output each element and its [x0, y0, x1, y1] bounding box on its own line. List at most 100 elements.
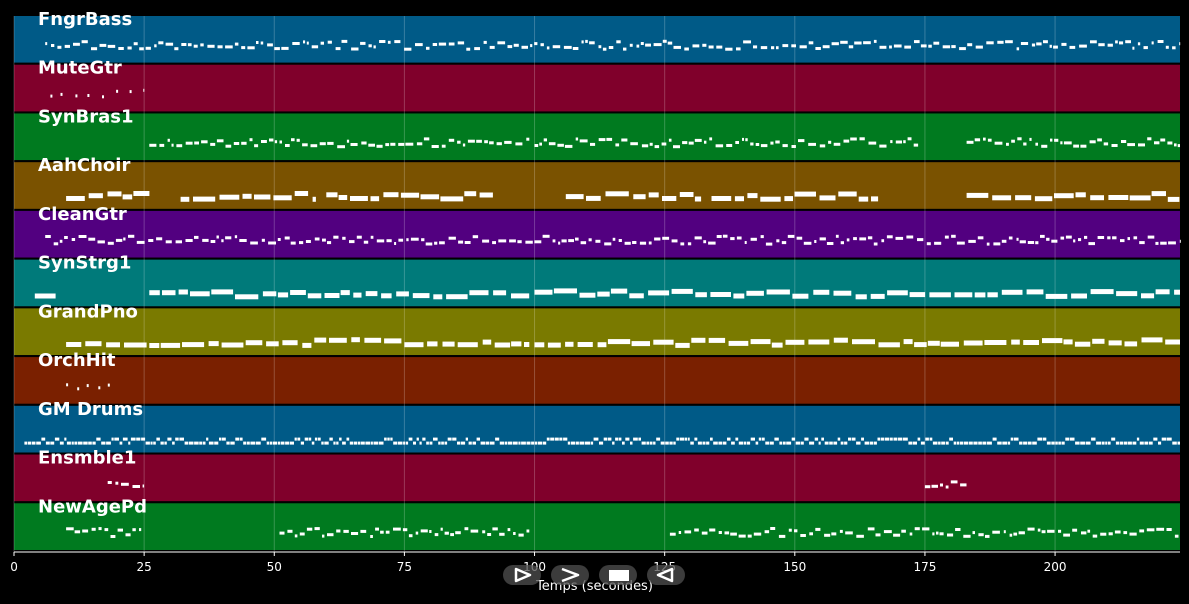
note [782, 441, 786, 445]
note [1069, 437, 1075, 441]
note [118, 47, 124, 50]
note [824, 533, 831, 537]
note [50, 441, 55, 445]
note [585, 39, 588, 43]
note [132, 485, 140, 488]
note [447, 437, 452, 441]
note [636, 44, 640, 48]
playback-controls [503, 565, 693, 585]
rewind-button[interactable] [647, 565, 685, 585]
note [1001, 289, 1023, 295]
note [1108, 441, 1111, 445]
note [1137, 42, 1141, 46]
note [370, 441, 373, 445]
note [494, 342, 511, 348]
note [791, 145, 796, 148]
note [45, 42, 48, 46]
note [819, 195, 836, 201]
note [615, 437, 619, 441]
note [992, 437, 997, 441]
note [1105, 441, 1108, 445]
note [484, 140, 488, 144]
note [850, 137, 857, 141]
note [1054, 138, 1059, 142]
note [106, 441, 111, 445]
forward-button[interactable] [551, 565, 589, 585]
note [630, 441, 633, 445]
note [552, 239, 556, 243]
note [442, 341, 455, 347]
note [225, 236, 232, 240]
note [194, 141, 199, 145]
note [724, 531, 730, 535]
note [51, 44, 55, 47]
note [346, 139, 350, 143]
note [250, 441, 256, 445]
note [474, 47, 480, 51]
note [387, 40, 391, 44]
note [940, 341, 959, 347]
note [124, 342, 147, 348]
note [856, 441, 861, 445]
note [296, 138, 300, 142]
note [907, 137, 912, 141]
note [361, 141, 367, 145]
note [680, 242, 685, 246]
note [149, 343, 160, 348]
note [946, 441, 949, 445]
note [1127, 441, 1132, 445]
note [416, 437, 419, 441]
note [676, 437, 680, 441]
note [702, 43, 707, 47]
note [903, 339, 913, 345]
note [225, 144, 232, 148]
note [127, 46, 132, 50]
track-lane [14, 16, 1181, 65]
note [208, 441, 214, 445]
note [954, 292, 973, 298]
note [59, 441, 64, 445]
note [165, 42, 174, 46]
note [1063, 339, 1073, 345]
note [667, 41, 673, 45]
note [24, 441, 28, 445]
note [145, 441, 150, 445]
note [526, 529, 530, 533]
note [148, 239, 154, 242]
note [182, 342, 205, 348]
note [743, 441, 747, 445]
note [433, 437, 438, 441]
stop-button[interactable] [599, 565, 637, 585]
note [579, 292, 596, 298]
note [408, 534, 413, 538]
track-lane [14, 308, 1180, 358]
note [893, 44, 902, 48]
note [1002, 441, 1008, 445]
note [419, 441, 422, 445]
note [482, 339, 492, 345]
note [1133, 236, 1138, 240]
play-from-start-button[interactable] [503, 565, 541, 585]
note [709, 528, 716, 532]
note [333, 441, 336, 445]
note [771, 46, 775, 50]
note [497, 41, 506, 45]
note [1147, 137, 1152, 141]
note [880, 437, 885, 441]
note [630, 142, 638, 146]
note [387, 437, 390, 441]
note [709, 137, 713, 141]
track-label: FngrBass [38, 9, 132, 30]
note [129, 90, 132, 94]
note [618, 437, 622, 441]
note [111, 437, 114, 441]
note [539, 142, 542, 146]
note [1017, 137, 1022, 141]
note [306, 41, 309, 45]
note [1058, 441, 1061, 445]
note [963, 340, 983, 346]
note [98, 527, 102, 531]
note-group [149, 137, 1180, 149]
note [254, 144, 259, 148]
note [1120, 239, 1125, 243]
